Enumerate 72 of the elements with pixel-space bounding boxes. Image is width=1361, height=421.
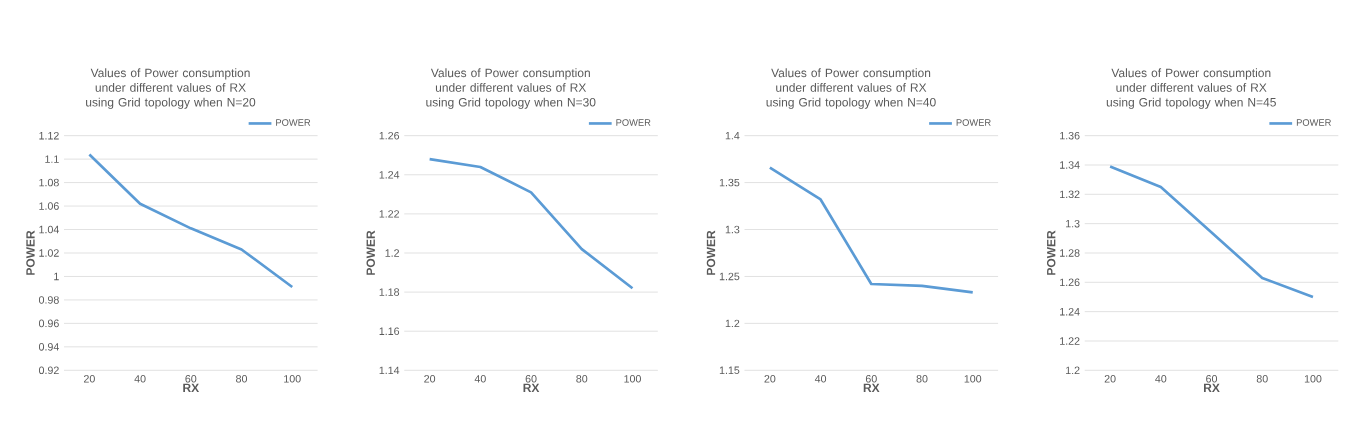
y-tick-label: 1.34 — [1060, 161, 1080, 169]
x-tick-label: 80 — [576, 375, 588, 383]
line-series — [768, 166, 975, 294]
y-tick-label: 1.3 — [725, 225, 740, 234]
y-tick-label: 0.98 — [38, 296, 59, 304]
x-tick-label: 40 — [1155, 375, 1167, 383]
y-tick-label: 1.18 — [379, 288, 400, 296]
x-tick-label: 80 — [916, 375, 928, 383]
y-tick-label: 1.15 — [719, 366, 740, 375]
y-tick-label: 1.26 — [379, 131, 400, 140]
legend-label: POWER — [956, 119, 991, 126]
y-tick-label: 1.35 — [719, 178, 740, 187]
chart-title: Values of Power consumption under different values of RX using Grid topology when N=30 — [426, 68, 596, 109]
y-axis-title: POWER — [1046, 230, 1056, 275]
y-tick-label: 0.92 — [38, 366, 59, 375]
x-tick-label: 60 — [1206, 375, 1218, 383]
y-tick-label: 1.36 — [1060, 131, 1080, 140]
y-tick-label: 0.96 — [38, 319, 59, 328]
y-tick-label: 0.94 — [38, 343, 59, 351]
x-tick-label: 100 — [1304, 375, 1322, 383]
x-tick-label: 60 — [525, 375, 537, 383]
y-tick-label: 1.26 — [1060, 278, 1080, 287]
y-tick-label: 1.08 — [39, 178, 59, 187]
x-tick-label: 40 — [814, 375, 827, 383]
x-tick-label: 40 — [474, 375, 486, 383]
x-axis-title: RX — [523, 383, 540, 392]
y-tick-label: 1.06 — [39, 202, 59, 210]
y-tick-label: 1.22 — [379, 210, 400, 218]
line-series — [88, 153, 294, 289]
x-tick-label: 100 — [624, 375, 641, 383]
chart-title: Values of Power consumption under different values of RX using Grid topology when N=40 — [766, 68, 936, 109]
y-tick-label: 1.2 — [385, 249, 400, 257]
y-axis-title: POWER — [26, 230, 35, 275]
x-tick-label: 80 — [236, 375, 248, 383]
x-tick-label: 20 — [424, 375, 436, 383]
x-tick-label: 20 — [83, 375, 95, 383]
legend-label: POWER — [1296, 119, 1331, 126]
y-tick-label: 1.16 — [379, 327, 400, 335]
x-tick-label: 60 — [185, 375, 197, 383]
y-tick-label: 1.2 — [725, 319, 740, 328]
x-axis-title: RX — [183, 383, 200, 392]
x-axis-title: RX — [1203, 383, 1220, 392]
line-series — [428, 157, 634, 290]
y-tick-label: 1.24 — [379, 171, 400, 179]
y-tick-label: 1.24 — [1060, 307, 1080, 316]
chart-title: Values of Power consumption under different values of RX using Grid topology when N=45 — [1106, 68, 1276, 109]
y-tick-label: 1.3 — [1066, 219, 1080, 228]
x-axis-title: RX — [863, 383, 880, 392]
y-tick-label: 1.28 — [1060, 249, 1080, 257]
legend-label: POWER — [276, 119, 311, 126]
y-tick-label: 1.22 — [1060, 337, 1080, 345]
y-tick-label: 1.4 — [725, 131, 740, 140]
chart-title: Values of Power consumption under different values of RX using Grid topology when N=20 — [86, 68, 256, 109]
y-tick-label: 1.02 — [39, 249, 59, 257]
x-tick-label: 80 — [1256, 375, 1268, 383]
x-tick-label: 20 — [1104, 375, 1116, 383]
y-tick-label: 1.12 — [39, 131, 59, 140]
y-tick-label: 1.14 — [379, 366, 400, 374]
y-tick-label: 1.04 — [39, 225, 59, 234]
y-tick-label: 1.2 — [1066, 366, 1080, 375]
y-tick-label: 1.25 — [719, 272, 740, 281]
y-tick-label: 1 — [54, 272, 59, 281]
x-tick-label: 100 — [284, 375, 301, 383]
x-tick-label: 20 — [764, 375, 776, 383]
x-tick-label: 60 — [865, 375, 877, 383]
y-tick-label: 1.1 — [45, 155, 59, 163]
y-axis-title: POWER — [706, 230, 716, 275]
y-tick-label: 1.32 — [1060, 190, 1080, 199]
x-tick-label: 40 — [134, 375, 146, 383]
x-tick-label: 100 — [964, 375, 982, 383]
y-axis-title: POWER — [366, 230, 375, 275]
legend-label: POWER — [616, 119, 651, 126]
